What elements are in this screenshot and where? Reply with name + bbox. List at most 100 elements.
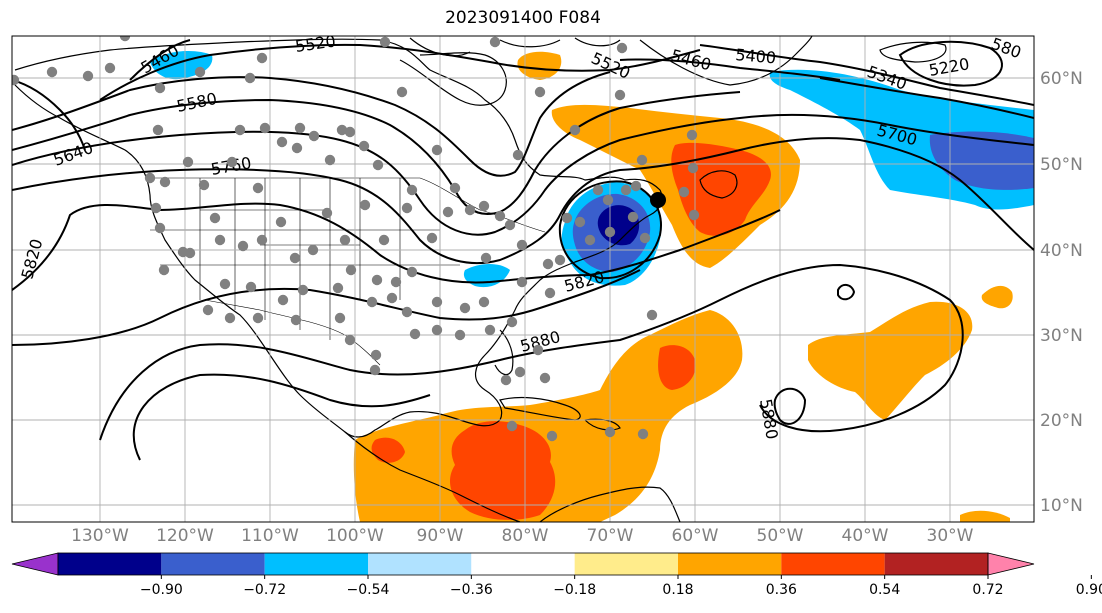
contour-5880-south [99,263,964,441]
colorbar-extend-min [11,552,59,576]
station-dot [359,199,371,211]
station-dot [159,176,171,188]
shade-e-atlantic-positive [808,301,973,420]
station-dot [454,329,466,341]
station-dot [154,222,166,234]
us-mexico-border [204,299,381,366]
station-dot [345,264,357,276]
station-dot [256,234,268,246]
shade-caribbean-red-2 [371,437,405,463]
station-dot [406,266,418,278]
station-dot [290,314,302,326]
station-dot [308,130,320,142]
station-dot [636,154,648,166]
station-dot [406,184,418,196]
lon-label: 60°W [672,526,719,546]
height-contours [12,39,1034,461]
contour-5460 [129,39,841,81]
station-dot [289,252,301,264]
station-dot [401,202,413,214]
station-dot [686,129,698,141]
colorbar-swatch [574,553,678,575]
station-dot [449,182,461,194]
station-dot [378,234,390,246]
station-dot [459,302,471,314]
station-dot [370,349,382,361]
station-dot [182,156,194,168]
colorbar-tick-label: 0.36 [766,582,797,598]
contour-5880-small-ring [837,284,856,301]
lon-label: 40°W [842,526,889,546]
station-dot [339,234,351,246]
station-dot [336,124,348,136]
station-dot [604,226,616,238]
station-dot [442,206,454,218]
colorbar: −0.90 −0.72 −0.54 −0.36 −0.18 0.18 0.36 0.54 0.7… [11,552,1102,598]
station-dot [687,162,699,174]
station-dot [224,312,236,324]
station-dot [226,156,238,168]
contour-5220-ring [898,40,1003,87]
station-dot [294,122,306,134]
station-dot [592,184,604,196]
graticule [12,36,1034,522]
contour-5760 [12,137,1034,264]
station-dot [500,374,512,386]
station-dot [152,124,164,136]
station-dot [489,36,501,48]
colorbar-extend-max [987,552,1035,576]
station-dot [516,276,528,288]
station-dot [119,36,131,42]
colorbar-tick-label: 0.90 [1076,582,1102,598]
station-dot [198,179,210,191]
contour-5700 [12,113,1034,236]
lat-label: 20°N [1040,411,1083,431]
station-dot [184,247,196,259]
station-dot [532,344,544,356]
station-dot [82,70,94,82]
station-dot [431,144,443,156]
station-dot [604,426,616,438]
station-dot [371,274,383,286]
contour-label: 5400 [735,45,777,67]
coast-florida [494,329,514,376]
colorbar-outline [57,552,989,576]
shade-far-e-atlantic [981,285,1013,309]
lat-label: 30°N [1040,326,1083,346]
lon-labels: 130°W 120°W 110°W 100°W 90°W 80°W 70°W 6… [71,526,974,546]
coast-newfoundland [699,170,738,199]
station-dot [534,86,546,98]
contour-label: 5520 [294,31,337,55]
coast-south-america [539,486,681,522]
station-dot [637,428,649,440]
station-dot [554,254,566,266]
station-dot [256,52,268,64]
station-dot [574,216,586,228]
contour-cutoff-low [558,180,662,280]
colorbar-tick-label: −0.36 [450,582,493,598]
station-dot [396,86,408,98]
colorbar-swatch [264,553,368,575]
station-dot [344,334,356,346]
station-dot [234,124,246,136]
station-dot [401,306,413,318]
lon-label: 30°W [927,526,974,546]
map-frame [11,35,1035,523]
station-dot [344,126,356,138]
lon-label: 50°W [757,526,804,546]
lon-label: 130°W [71,526,129,546]
station-dot [616,42,628,54]
station-dot [504,219,516,231]
station-dot [561,212,573,224]
station-dot [194,66,206,78]
lon-label: 70°W [587,526,634,546]
lon-label: 110°W [241,526,299,546]
station-dot [154,82,166,94]
colorbar-swatch [368,553,472,575]
colorbar-tick-label: 0.54 [869,582,900,598]
station-dot [614,89,626,101]
station-dot [620,184,632,196]
station-dot [334,312,346,324]
colorbar-swatch [471,553,575,575]
station-dot [275,216,287,228]
